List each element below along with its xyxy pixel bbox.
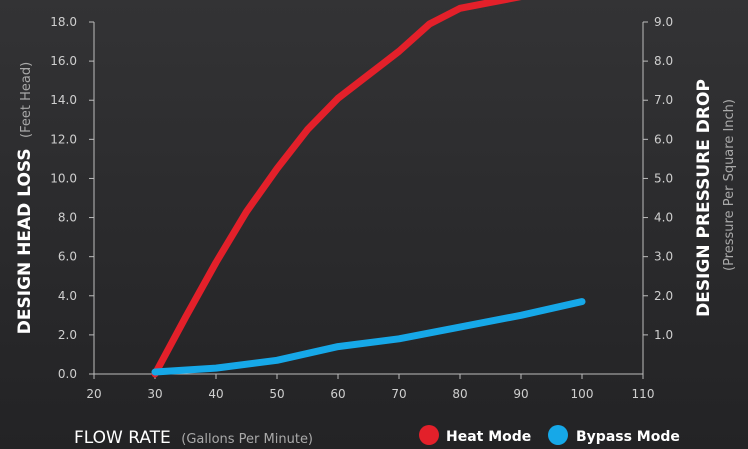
x-tick-label: 90 (513, 387, 528, 401)
right-y-tick-label: 1.0 (654, 328, 673, 342)
x-label-main: FLOW RATE (74, 428, 171, 448)
legend-bypass-mode-label: Bypass Mode (576, 429, 680, 445)
right-y-tick-label: 2.0 (654, 289, 673, 303)
left-y-tick-label: 8.0 (58, 211, 77, 225)
x-tick-label: 50 (269, 387, 284, 401)
right-y-tick-label: 3.0 (654, 250, 673, 264)
right-y-tick-label: 7.0 (654, 93, 673, 107)
left-y-axis-label: DESIGN HEAD LOSS (Feet Head) (15, 62, 35, 334)
legend-bypass-mode-marker (548, 425, 568, 445)
x-tick-label: 70 (391, 387, 406, 401)
legend-heat-mode-label: Heat Mode (446, 429, 531, 445)
series-line-bypass-mode (151, 298, 586, 376)
axes (93, 22, 644, 375)
x-axis-label: FLOW RATE (Gallons Per Minute) (74, 428, 313, 448)
x-tick-label: 110 (632, 387, 655, 401)
x-tick-label: 100 (571, 387, 594, 401)
legend-heat-mode-marker (419, 425, 439, 445)
x-label-sub: (Gallons Per Minute) (181, 432, 313, 447)
left-y-tick-label: 14.0 (50, 93, 77, 107)
right-y-ticks: 1.0 2.0 3.0 4.0 5.0 6.0 7.0 8.0 9.0 (643, 15, 673, 342)
legend: Heat Mode Bypass Mode (419, 425, 680, 445)
right-y-tick-label: 9.0 (654, 15, 673, 29)
right-y-tick-label: 6.0 (654, 132, 673, 146)
left-y-tick-label: 16.0 (50, 54, 77, 68)
x-tick-label: 60 (330, 387, 345, 401)
left-y-label-sub: (Feet Head) (19, 62, 34, 138)
right-y-label-main: DESIGN PRESSURE DROP (694, 79, 714, 317)
series-layer (151, 0, 586, 378)
left-y-label-main: DESIGN HEAD LOSS (15, 148, 35, 334)
right-y-tick-label: 8.0 (654, 54, 673, 68)
left-y-tick-label: 12.0 (50, 132, 77, 146)
left-y-tick-label: 4.0 (58, 289, 77, 303)
x-tick-label: 30 (147, 387, 162, 401)
right-y-tick-label: 5.0 (654, 171, 673, 185)
left-y-tick-label: 2.0 (58, 328, 77, 342)
x-tick-label: 80 (452, 387, 467, 401)
x-tick-label: 40 (208, 387, 223, 401)
x-tick-label: 20 (86, 387, 101, 401)
left-y-ticks: 0.0 2.0 4.0 6.0 8.0 10.0 12.0 14.0 16.0 18.0 (50, 15, 94, 381)
right-y-label-sub: (Pressure Per Square Inch) (722, 99, 737, 271)
right-y-tick-label: 4.0 (654, 211, 673, 225)
left-y-tick-label: 6.0 (58, 250, 77, 264)
left-y-tick-label: 18.0 (50, 15, 77, 29)
left-y-tick-label: 0.0 (58, 367, 77, 381)
x-ticks: 20 30 40 50 60 70 80 90 100 110 (86, 374, 654, 401)
series-line-heat-mode (151, 0, 522, 378)
left-y-tick-label: 10.0 (50, 171, 77, 185)
